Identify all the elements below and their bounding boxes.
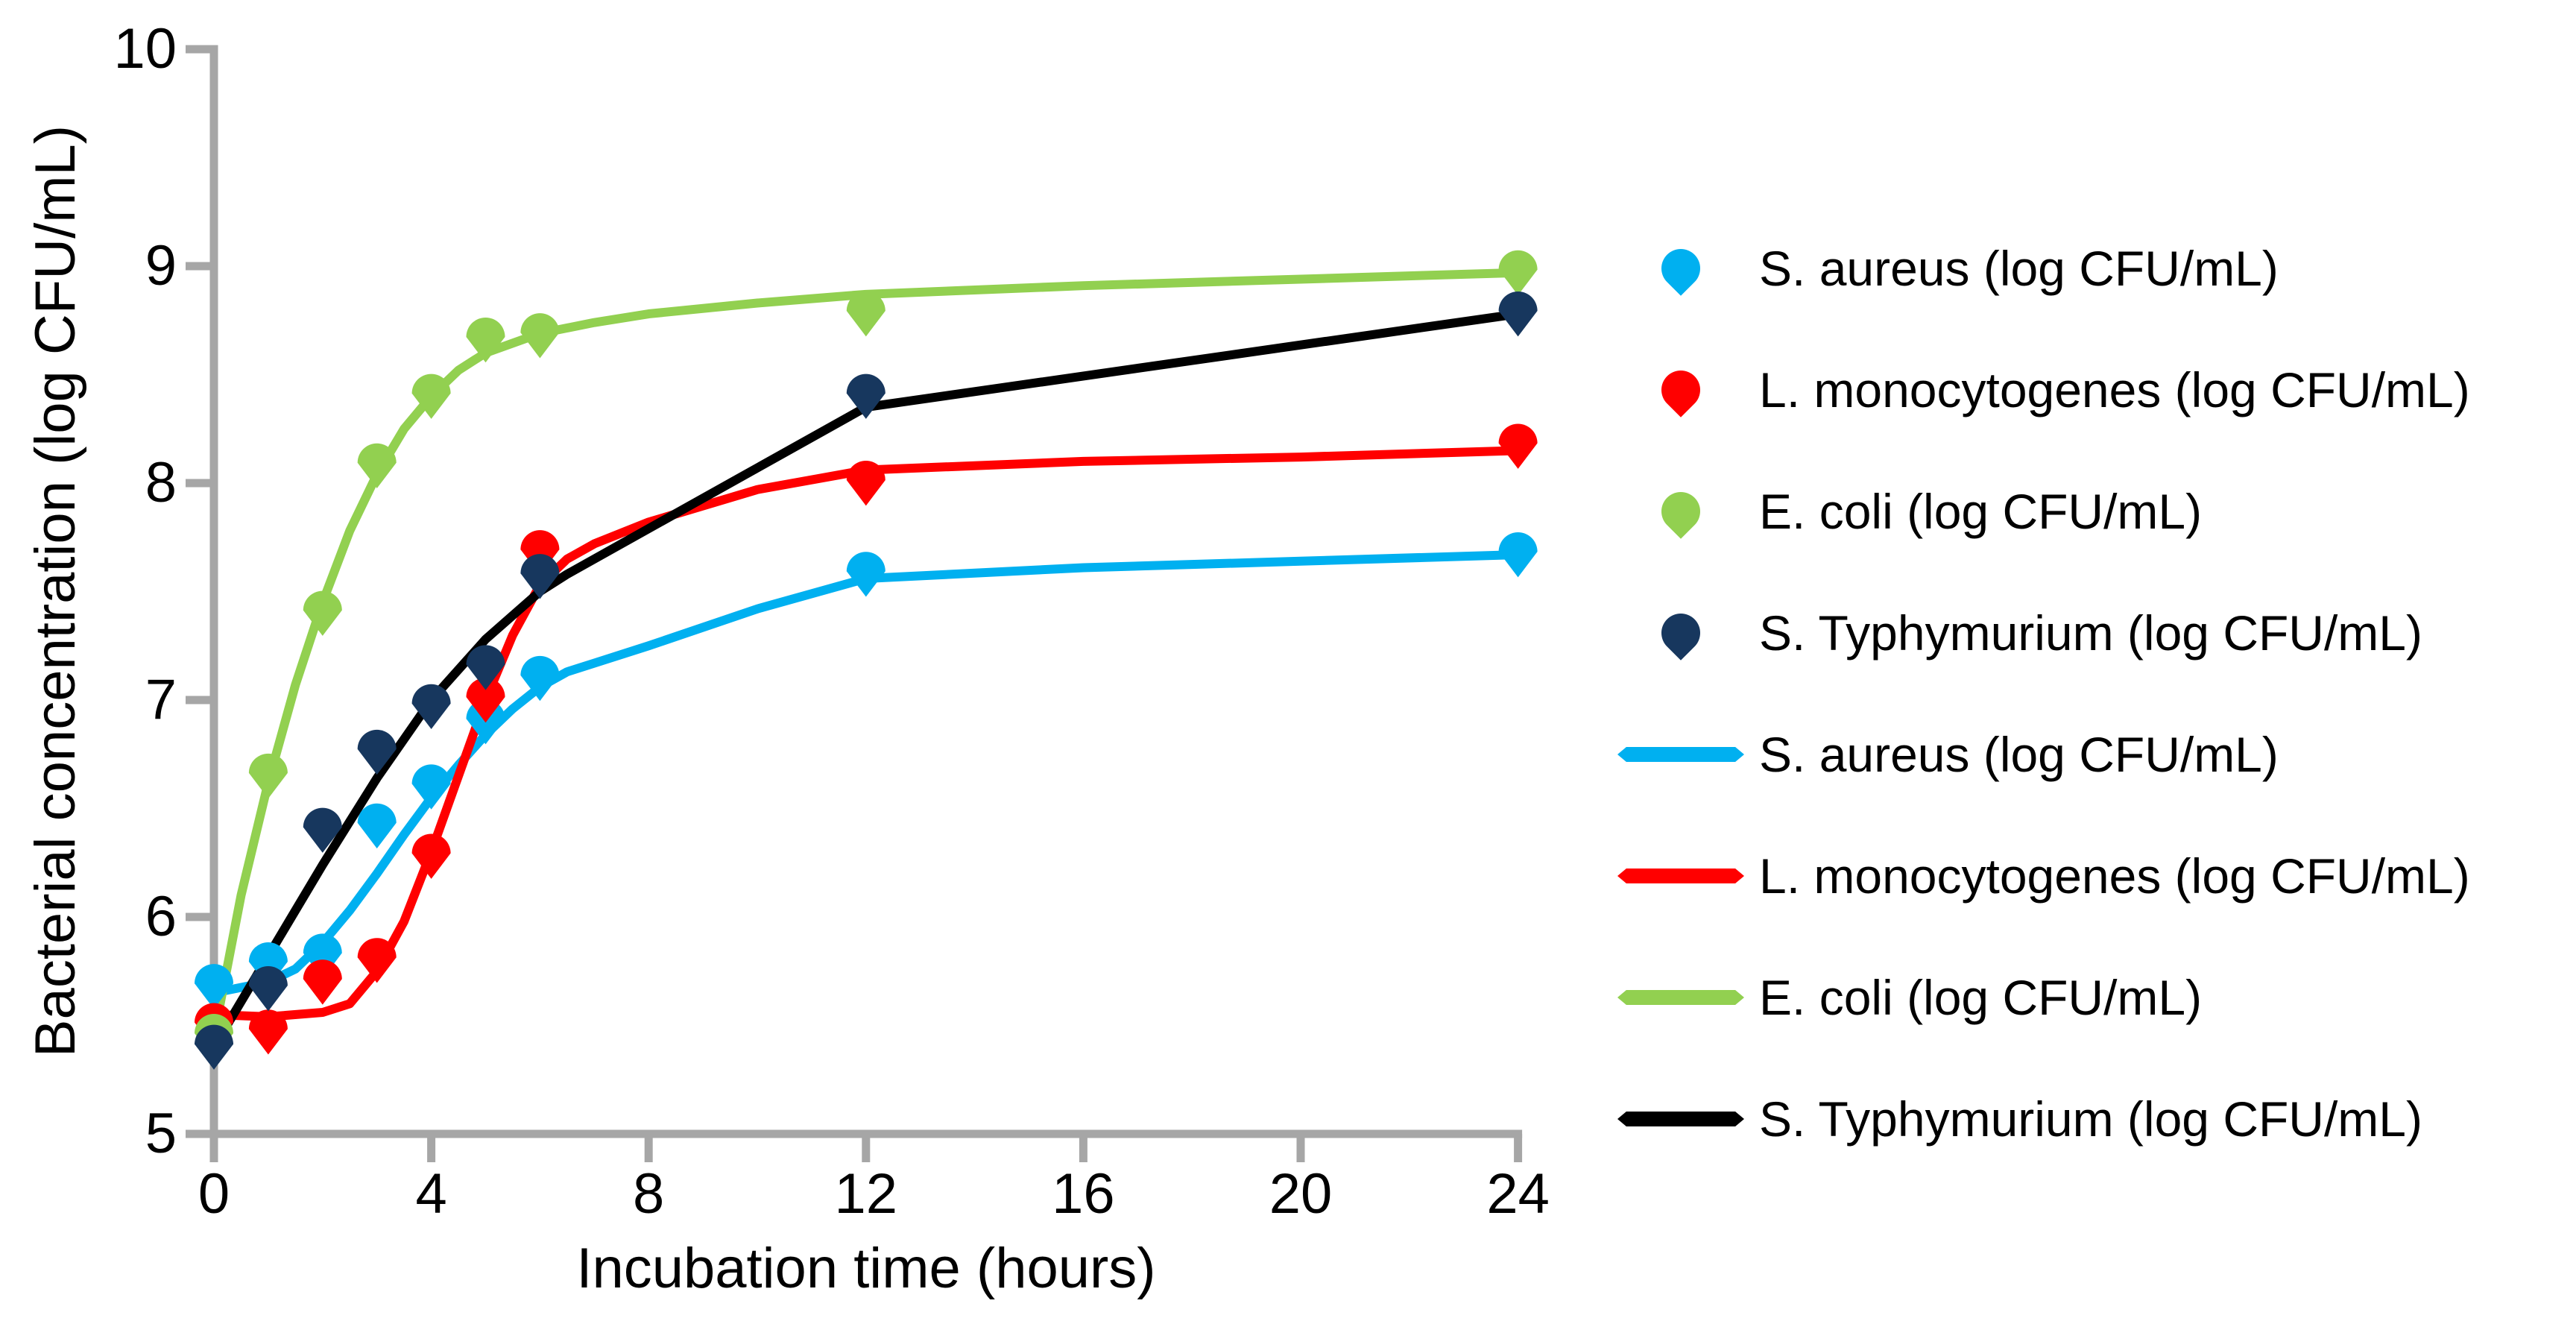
legend-swatch-box bbox=[1617, 990, 1744, 1005]
s-aureus-marker bbox=[248, 942, 288, 988]
legend-label: S. aureus (log CFU/mL) bbox=[1759, 727, 2279, 782]
e-coli-marker bbox=[357, 443, 397, 489]
l-monocytogenes-marker bbox=[466, 678, 505, 723]
legend-label: E. coli (log CFU/mL) bbox=[1759, 970, 2203, 1025]
y-tick-label: 10 bbox=[113, 17, 177, 81]
legend-swatch-box bbox=[1617, 484, 1744, 539]
y-tick-label: 8 bbox=[145, 451, 177, 514]
legend-swatch-box bbox=[1617, 241, 1744, 296]
legend-label: L. monocytogenes (log CFU/mL) bbox=[1759, 362, 2470, 417]
legend-item-line-4: S. aureus (log CFU/mL) bbox=[1617, 710, 2279, 799]
legend-marker-icon bbox=[1653, 484, 1708, 539]
l-monocytogenes-marker bbox=[357, 938, 397, 983]
l-monocytogenes-marker bbox=[248, 1009, 288, 1055]
legend-line-icon bbox=[1617, 869, 1744, 883]
x-axis-title: Incubation time (hours) bbox=[576, 1237, 1156, 1300]
e-coli-marker bbox=[846, 291, 886, 337]
y-tick-label: 5 bbox=[145, 1102, 177, 1165]
legend-item-marker-1: L. monocytogenes (log CFU/mL) bbox=[1617, 345, 2470, 435]
legend-item-marker-0: S. aureus (log CFU/mL) bbox=[1617, 224, 2279, 313]
s-aureus-marker bbox=[357, 803, 397, 849]
s-typhymurium-marker bbox=[1498, 291, 1538, 337]
legend-item-line-6: E. coli (log CFU/mL) bbox=[1617, 953, 2202, 1042]
l-monocytogenes-marker bbox=[1498, 423, 1538, 469]
l-monocytogenes-marker bbox=[303, 959, 342, 1005]
s-typhymurium-markers bbox=[195, 291, 1538, 1070]
legend-swatch-box bbox=[1617, 869, 1744, 883]
legend-line-icon bbox=[1617, 990, 1744, 1005]
legend-marker-icon bbox=[1653, 605, 1708, 661]
s-aureus-marker bbox=[195, 964, 233, 1009]
legend-label: L. monocytogenes (log CFU/mL) bbox=[1759, 848, 2470, 904]
s-aureus-fit-line bbox=[209, 550, 1523, 997]
s-typhymurium-marker bbox=[466, 645, 505, 690]
x-tick-label: 12 bbox=[834, 1162, 898, 1226]
legend-marker-icon bbox=[1653, 241, 1708, 296]
x-tick-label: 24 bbox=[1486, 1162, 1550, 1226]
x-tick-label: 4 bbox=[415, 1162, 447, 1226]
s-typhymurium-marker bbox=[195, 1024, 233, 1070]
legend-label: E. coli (log CFU/mL) bbox=[1759, 484, 2203, 539]
s-aureus-marker bbox=[846, 552, 886, 597]
y-tick-label: 7 bbox=[145, 668, 177, 731]
e-coli-marker bbox=[248, 753, 288, 799]
s-aureus-marker bbox=[303, 933, 342, 979]
l-monocytogenes-marker bbox=[411, 833, 451, 879]
s-aureus-marker bbox=[411, 764, 451, 810]
s-typhymurium-marker bbox=[520, 554, 560, 599]
x-tick-label: 20 bbox=[1269, 1162, 1333, 1226]
axes bbox=[186, 45, 1523, 1162]
l-monocytogenes-marker bbox=[520, 530, 560, 576]
s-aureus-marker bbox=[1498, 532, 1538, 578]
x-tick-label: 16 bbox=[1052, 1162, 1115, 1226]
legend-item-marker-3: S. Typhymurium (log CFU/mL) bbox=[1617, 588, 2422, 678]
x-tick-label: 8 bbox=[633, 1162, 665, 1226]
y-axis-title: Bacterial concentration (log CFU/mL) bbox=[24, 124, 87, 1058]
s-typhymurium-marker bbox=[411, 684, 451, 730]
e-coli-marker bbox=[466, 317, 505, 363]
y-tick-label: 9 bbox=[145, 234, 177, 297]
legend-label: S. Typhymurium (log CFU/mL) bbox=[1759, 1091, 2422, 1147]
legend-swatch-box bbox=[1617, 1112, 1744, 1126]
e-coli-marker bbox=[520, 313, 560, 359]
e-coli-markers bbox=[195, 250, 1538, 1059]
legend-item-marker-2: E. coli (log CFU/mL) bbox=[1617, 467, 2202, 556]
e-coli-marker bbox=[411, 373, 451, 419]
s-typhymurium-marker bbox=[357, 729, 397, 775]
s-typhymurium-marker bbox=[846, 373, 886, 419]
legend-swatch-box bbox=[1617, 362, 1744, 417]
legend-swatch-box bbox=[1617, 747, 1744, 762]
legend-line-icon bbox=[1617, 747, 1744, 762]
s-typhymurium-marker bbox=[303, 807, 342, 853]
legend-label: S. aureus (log CFU/mL) bbox=[1759, 241, 2279, 296]
legend-item-line-5: L. monocytogenes (log CFU/mL) bbox=[1617, 831, 2470, 921]
legend-label: S. Typhymurium (log CFU/mL) bbox=[1759, 605, 2422, 661]
l-monocytogenes-markers bbox=[195, 423, 1538, 1055]
legend-line-icon bbox=[1617, 1112, 1744, 1126]
legend-marker-icon bbox=[1653, 362, 1708, 417]
s-aureus-marker bbox=[520, 655, 560, 702]
x-tick-label: 0 bbox=[198, 1162, 230, 1226]
s-aureus-markers bbox=[195, 532, 1538, 1009]
e-coli-marker bbox=[1498, 250, 1538, 296]
l-monocytogenes-marker bbox=[846, 461, 886, 506]
s-typhymurium-marker bbox=[248, 966, 288, 1012]
e-coli-marker bbox=[303, 590, 342, 636]
legend-item-line-7: S. Typhymurium (log CFU/mL) bbox=[1617, 1074, 2422, 1164]
legend-swatch-box bbox=[1617, 605, 1744, 661]
y-tick-label: 6 bbox=[145, 885, 177, 948]
s-typhymurium-fit-line bbox=[209, 309, 1523, 1052]
